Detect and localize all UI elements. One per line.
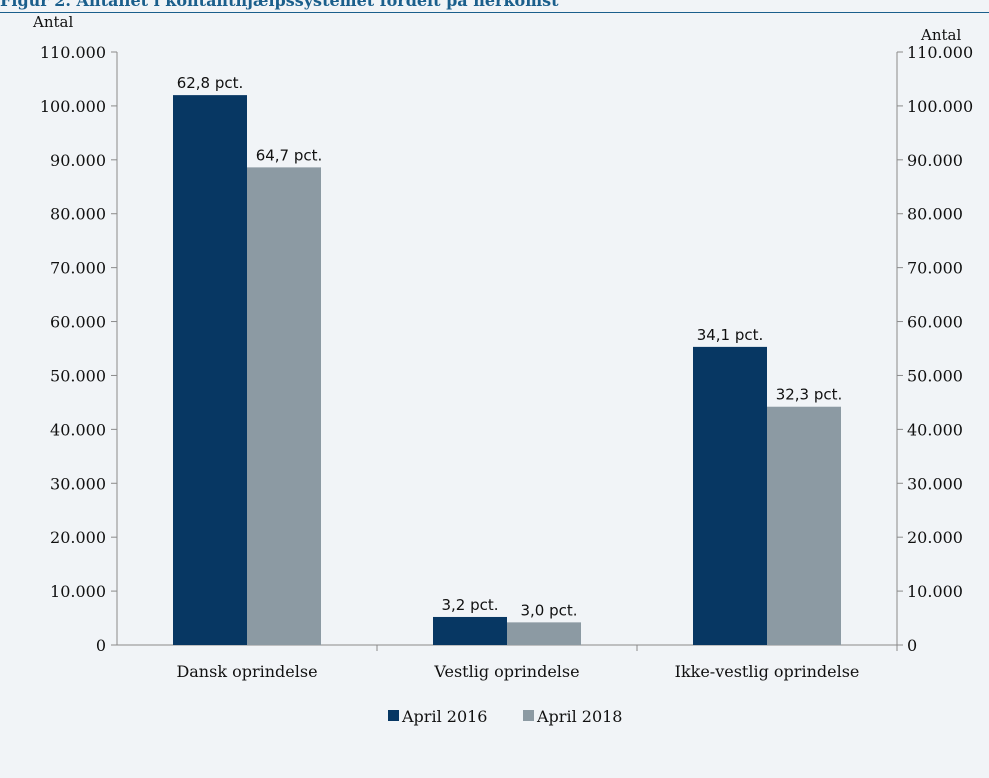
right-y-tick-label: 90.000 xyxy=(907,151,963,170)
left-y-axis-title: Antal xyxy=(32,13,73,31)
bar xyxy=(767,406,841,645)
legend-swatch xyxy=(523,710,534,721)
bar-data-label: 34,1 pct. xyxy=(697,326,764,344)
left-y-tick-label: 90.000 xyxy=(50,151,106,170)
bar-data-label: 3,2 pct. xyxy=(441,596,498,614)
bar-data-label: 62,8 pct. xyxy=(177,74,244,92)
left-y-tick-label: 80.000 xyxy=(50,205,106,224)
left-y-tick-label: 50.000 xyxy=(50,366,106,385)
title-rule xyxy=(0,12,989,13)
bar-data-label: 32,3 pct. xyxy=(776,386,843,404)
left-y-tick-label: 110.000 xyxy=(40,43,106,62)
right-y-tick-label: 30.000 xyxy=(907,474,963,493)
bar xyxy=(173,95,247,646)
left-y-tick-label: 0 xyxy=(96,636,106,655)
legend-label: April 2018 xyxy=(536,707,622,726)
bar xyxy=(433,616,507,645)
right-y-tick-label: 100.000 xyxy=(907,97,973,116)
right-y-tick-label: 60.000 xyxy=(907,313,963,332)
bar xyxy=(507,622,581,645)
right-y-tick-label: 70.000 xyxy=(907,259,963,278)
right-y-tick-label: 110.000 xyxy=(907,43,973,62)
bar-data-label: 64,7 pct. xyxy=(256,146,323,164)
left-y-tick-label: 60.000 xyxy=(50,313,106,332)
right-y-tick-label: 0 xyxy=(907,636,917,655)
right-y-axis-title: Antal xyxy=(920,26,961,44)
legend-swatch xyxy=(388,710,399,721)
bar-data-label: 3,0 pct. xyxy=(520,601,577,619)
left-y-tick-label: 10.000 xyxy=(50,582,106,601)
x-category-label: Dansk oprindelse xyxy=(176,662,317,681)
x-category-label: Ikke-vestlig oprindelse xyxy=(675,662,860,681)
left-y-tick-label: 20.000 xyxy=(50,528,106,547)
legend-label: April 2016 xyxy=(401,707,487,726)
right-y-tick-label: 10.000 xyxy=(907,582,963,601)
left-y-tick-label: 30.000 xyxy=(50,474,106,493)
right-y-tick-label: 80.000 xyxy=(907,205,963,224)
right-y-tick-label: 50.000 xyxy=(907,366,963,385)
figure-title: Figur 2. Antallet i kontanthjælpssysteme… xyxy=(0,0,559,10)
bar xyxy=(247,167,321,645)
left-y-tick-label: 70.000 xyxy=(50,259,106,278)
left-y-tick-label: 100.000 xyxy=(40,97,106,116)
right-y-tick-label: 20.000 xyxy=(907,528,963,547)
left-y-tick-label: 40.000 xyxy=(50,420,106,439)
right-y-tick-label: 40.000 xyxy=(907,420,963,439)
x-category-label: Vestlig oprindelse xyxy=(433,662,579,681)
bar xyxy=(693,346,767,645)
